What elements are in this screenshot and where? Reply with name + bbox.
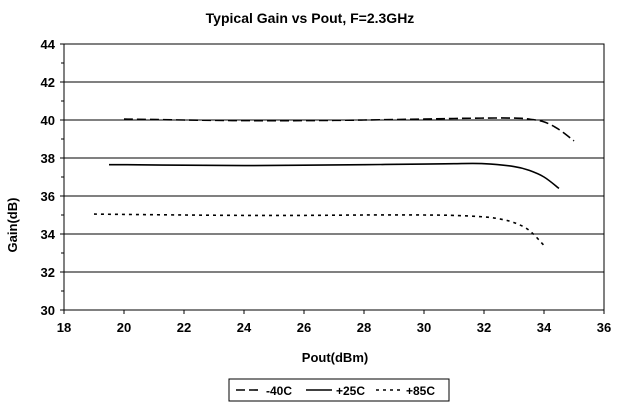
y-tick-label: 38 — [41, 151, 55, 166]
x-tick-label: 18 — [57, 320, 71, 335]
chart-title: Typical Gain vs Pout, F=2.3GHz — [206, 10, 415, 26]
x-tick-label: 24 — [237, 320, 252, 335]
x-tick-label: 32 — [477, 320, 491, 335]
series-line — [108, 162, 560, 190]
x-tick-label: 20 — [117, 320, 131, 335]
series-line — [93, 213, 545, 246]
x-tick-label: 34 — [537, 320, 552, 335]
series-lines — [93, 117, 575, 246]
x-axis-label: Pout(dBm) — [302, 350, 368, 365]
x-tick-label: 30 — [417, 320, 431, 335]
x-tick-label: 36 — [597, 320, 611, 335]
y-tick-label: 42 — [41, 75, 55, 90]
legend-label: +25C — [336, 384, 365, 398]
grid-lines — [64, 43, 604, 311]
x-tick-labels: 18 20 22 24 26 28 30 32 34 36 — [57, 320, 611, 335]
x-tick-label: 22 — [177, 320, 191, 335]
plot-frame — [63, 43, 605, 311]
y-axis-label: Gain(dB) — [5, 198, 20, 253]
x-tick-label: 28 — [357, 320, 371, 335]
y-tick-label: 40 — [41, 113, 55, 128]
series-line — [123, 117, 575, 142]
y-tick-labels: 30 32 34 36 38 40 42 44 — [41, 37, 56, 318]
y-tick-label: 36 — [41, 189, 55, 204]
y-tick-label: 32 — [41, 265, 55, 280]
y-tick-label: 34 — [41, 227, 56, 242]
legend: -40C +25C +85C — [228, 378, 450, 402]
y-tick-label: 30 — [41, 303, 55, 318]
x-tick-label: 26 — [297, 320, 311, 335]
axis-ticks — [60, 43, 605, 314]
legend-label: -40C — [266, 384, 292, 398]
legend-frame — [228, 378, 450, 402]
legend-label: +85C — [406, 384, 435, 398]
y-tick-label: 44 — [41, 37, 56, 52]
